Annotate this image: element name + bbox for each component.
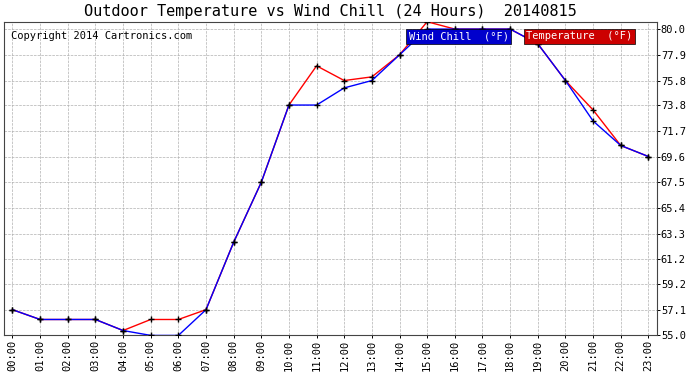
Text: Copyright 2014 Cartronics.com: Copyright 2014 Cartronics.com [10,31,192,41]
Text: Wind Chill  (°F): Wind Chill (°F) [408,31,509,41]
Title: Outdoor Temperature vs Wind Chill (24 Hours)  20140815: Outdoor Temperature vs Wind Chill (24 Ho… [84,4,577,19]
Text: Temperature  (°F): Temperature (°F) [526,31,633,41]
